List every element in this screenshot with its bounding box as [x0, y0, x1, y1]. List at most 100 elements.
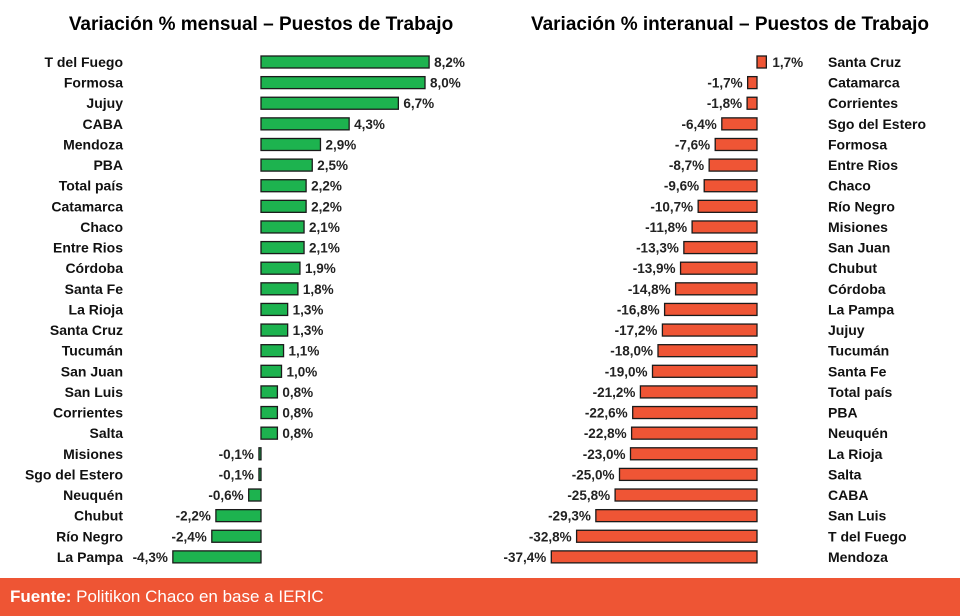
bar [260, 137, 322, 152]
category-label: Santa Cruz [828, 54, 901, 70]
data-label: -6,4% [682, 117, 717, 132]
bar [661, 323, 758, 337]
category-label: San Juan [828, 240, 890, 256]
bar [248, 488, 262, 502]
category-label: Córdoba [65, 260, 123, 276]
bar [697, 199, 758, 213]
category-label: Misiones [828, 219, 888, 235]
chart-title-monthly: Variación % mensual – Puestos de Trabajo [69, 14, 453, 35]
data-label: 6,7% [403, 96, 434, 111]
category-label: Entre Rios [53, 240, 123, 256]
data-label: 0,8% [282, 385, 313, 400]
bar [679, 261, 758, 275]
source-footer: Fuente: Politikon Chaco en base a IERIC [0, 578, 960, 616]
category-label: Entre Rios [828, 157, 898, 173]
data-label: 2,1% [309, 220, 340, 235]
data-label: -29,3% [548, 509, 591, 524]
charts-area: Variación % mensual – Puestos de Trabajo… [25, 14, 929, 565]
bar [260, 96, 400, 110]
category-label: Neuquén [828, 425, 888, 441]
data-label: -10,7% [650, 199, 693, 214]
category-label: Jujuy [828, 322, 865, 338]
data-label: -0,6% [208, 488, 243, 503]
monthly-bar-chart: T del Fuego 8,2% Formosa 8,0% Jujuy 6,7% CABA 4… [25, 54, 465, 565]
bar [651, 364, 758, 378]
data-label: -8,7% [669, 158, 704, 173]
bar [663, 302, 758, 317]
category-label: Río Negro [56, 528, 123, 544]
bar [215, 508, 262, 523]
data-label: -9,6% [664, 179, 699, 194]
bar [260, 240, 305, 255]
bar [575, 529, 758, 543]
bar [172, 550, 262, 564]
data-label: -1,7% [707, 76, 742, 91]
category-label: PBA [93, 157, 123, 173]
category-label: Sgo del Estero [25, 466, 123, 482]
data-label: -2,2% [176, 509, 211, 524]
category-label: Tucumán [62, 343, 123, 359]
data-label: -25,0% [572, 467, 615, 482]
data-label: 2,9% [325, 137, 356, 152]
data-label: 1,3% [293, 323, 324, 338]
bar [260, 426, 279, 440]
category-label: Santa Cruz [50, 322, 123, 338]
category-label: Chubut [828, 260, 877, 276]
data-label: -25,8% [567, 488, 610, 503]
data-label: 2,5% [317, 158, 348, 173]
data-label: 8,2% [434, 55, 465, 70]
data-label: 1,1% [289, 344, 320, 359]
bar [550, 550, 758, 564]
data-label: 1,8% [303, 282, 334, 297]
category-label: Salta [828, 466, 862, 482]
category-label: Chubut [74, 508, 123, 524]
source-label: Fuente: [10, 587, 72, 606]
bar [260, 302, 289, 317]
bar [260, 261, 301, 275]
category-label: Formosa [64, 75, 123, 91]
data-label: 0,8% [282, 406, 313, 421]
data-label: 4,3% [354, 117, 385, 132]
data-label: 8,0% [430, 76, 461, 91]
data-label: 1,0% [287, 364, 318, 379]
category-label: Chaco [80, 219, 123, 235]
yoy-bar-chart: 1,7% Santa Cruz -1,7% Catamarca -1,8% Corrien… [504, 54, 927, 565]
bar [260, 75, 426, 90]
bar [630, 426, 758, 440]
category-label: Misiones [63, 446, 123, 462]
data-label: -11,8% [645, 220, 687, 235]
data-label: 2,1% [309, 241, 340, 256]
data-label: 1,9% [305, 261, 336, 276]
bar [683, 240, 758, 255]
bar [260, 344, 285, 358]
category-label: Formosa [828, 136, 887, 152]
data-label: 0,8% [282, 426, 313, 441]
category-label: Neuquén [63, 487, 123, 503]
category-label: Corrientes [53, 405, 123, 421]
bar [629, 447, 758, 461]
data-label: -19,0% [605, 364, 648, 379]
bar [657, 344, 758, 358]
bar [260, 282, 299, 296]
data-label: -2,4% [172, 529, 207, 544]
category-label: CABA [828, 487, 868, 503]
category-label: Río Negro [828, 198, 895, 214]
data-label: -22,8% [584, 426, 627, 441]
bar [714, 137, 758, 152]
data-label: -14,8% [628, 282, 671, 297]
bar [260, 364, 283, 378]
data-label: -16,8% [617, 302, 660, 317]
bar [260, 55, 430, 69]
data-label: -37,4% [504, 550, 547, 565]
category-label: La Rioja [828, 446, 883, 462]
data-label: -7,6% [675, 137, 710, 152]
data-label: 1,3% [293, 302, 324, 317]
bar [258, 447, 262, 461]
bar [595, 508, 758, 523]
bar [691, 220, 758, 234]
bar [618, 467, 758, 482]
category-label: Tucumán [828, 343, 889, 359]
bar [747, 75, 758, 90]
data-label: 2,2% [311, 179, 342, 194]
data-label: -13,9% [633, 261, 676, 276]
